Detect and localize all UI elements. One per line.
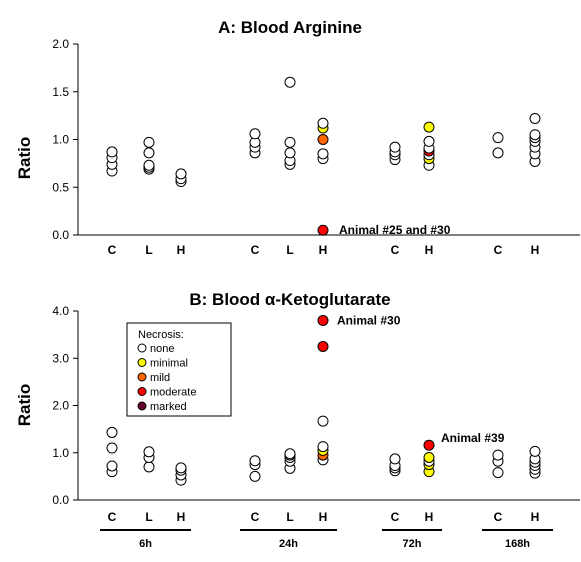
time-label: 168h bbox=[505, 538, 530, 550]
data-point bbox=[317, 441, 329, 453]
category-label: H bbox=[425, 243, 434, 257]
data-point bbox=[423, 439, 435, 451]
legend-item-label: moderate bbox=[150, 387, 196, 399]
legend-marker bbox=[137, 372, 147, 382]
panel-a-y-axis-label: Ratio bbox=[15, 137, 34, 180]
data-point bbox=[317, 340, 329, 352]
data-point bbox=[106, 146, 118, 158]
data-point bbox=[317, 415, 329, 427]
data-point bbox=[317, 148, 329, 160]
data-point bbox=[249, 128, 261, 140]
annotation: Animal #25 and #30 bbox=[339, 223, 451, 237]
category-label: L bbox=[286, 510, 293, 524]
category-label: C bbox=[251, 510, 260, 524]
data-point bbox=[492, 147, 504, 159]
annotation: Animal #30 bbox=[337, 313, 401, 327]
data-point bbox=[529, 129, 541, 141]
legend-title: Necrosis: bbox=[138, 329, 184, 341]
y-tick-label: 0.5 bbox=[52, 180, 69, 194]
data-point bbox=[284, 448, 296, 460]
data-point bbox=[317, 117, 329, 129]
data-point bbox=[284, 136, 296, 148]
category-label: H bbox=[177, 243, 186, 257]
category-label: H bbox=[177, 510, 186, 524]
category-label: C bbox=[494, 243, 503, 257]
category-label: L bbox=[145, 243, 152, 257]
panel-b: B: Blood α-Ketoglutarate Ratio 0.0 1.0 2.0… bbox=[15, 290, 580, 524]
panel-a: A: Blood Arginine Ratio 0.0 0.5 1.0 1.5 2.0 C… bbox=[15, 18, 580, 257]
legend-item-label: minimal bbox=[150, 358, 188, 370]
data-point bbox=[106, 426, 118, 438]
annotation: Animal #39 bbox=[441, 431, 505, 445]
y-tick-label: 1.0 bbox=[52, 133, 69, 147]
category-label: H bbox=[531, 510, 540, 524]
data-point bbox=[529, 112, 541, 124]
category-label: H bbox=[319, 243, 328, 257]
category-label: C bbox=[108, 510, 117, 524]
category-label: L bbox=[286, 243, 293, 257]
y-tick-label: 2.0 bbox=[52, 37, 69, 51]
data-point bbox=[175, 168, 187, 180]
legend: Necrosis: none minimal mild moderate marked bbox=[126, 322, 232, 417]
data-point bbox=[249, 470, 261, 482]
data-point bbox=[492, 467, 504, 479]
y-tick-label: 1.5 bbox=[52, 85, 69, 99]
legend-item-label: marked bbox=[150, 401, 187, 413]
data-point bbox=[143, 446, 155, 458]
y-tick-label: 3.0 bbox=[52, 351, 69, 365]
data-point bbox=[317, 134, 329, 145]
time-axis: 6h 24h 72h 168h bbox=[100, 529, 553, 550]
legend-marker bbox=[137, 387, 147, 396]
data-point bbox=[317, 314, 329, 326]
y-tick-label: 1.0 bbox=[52, 446, 69, 460]
category-label: C bbox=[251, 243, 260, 257]
data-point bbox=[143, 461, 155, 473]
time-label: 72h bbox=[403, 538, 422, 550]
category-label: L bbox=[145, 510, 152, 524]
legend-item-label: mild bbox=[150, 372, 170, 384]
legend-marker bbox=[137, 343, 147, 353]
legend-marker bbox=[137, 401, 147, 411]
panel-b-y-axis-label: Ratio bbox=[15, 384, 34, 427]
category-label: H bbox=[531, 243, 540, 257]
data-point bbox=[423, 135, 435, 147]
data-point bbox=[423, 451, 435, 463]
data-point bbox=[423, 121, 435, 133]
data-point bbox=[389, 141, 401, 153]
data-point bbox=[143, 136, 155, 148]
legend-item-label: none bbox=[150, 343, 174, 355]
data-point bbox=[389, 453, 401, 465]
y-tick-label: 0.0 bbox=[52, 228, 69, 242]
category-label: C bbox=[108, 243, 117, 257]
category-label: H bbox=[425, 510, 434, 524]
data-point bbox=[249, 455, 261, 467]
data-point bbox=[106, 442, 118, 454]
category-label: H bbox=[319, 510, 328, 524]
time-label: 24h bbox=[279, 538, 298, 550]
category-label: C bbox=[391, 243, 400, 257]
panel-b-title: B: Blood α-Ketoglutarate bbox=[189, 290, 390, 309]
data-point bbox=[529, 445, 541, 457]
y-tick-label: 2.0 bbox=[52, 399, 69, 413]
data-point bbox=[175, 462, 187, 474]
data-point bbox=[492, 132, 504, 144]
category-label: C bbox=[391, 510, 400, 524]
y-tick-label: 0.0 bbox=[52, 493, 69, 507]
data-point bbox=[284, 147, 296, 159]
data-point bbox=[143, 147, 155, 159]
data-point bbox=[284, 76, 296, 88]
category-label: C bbox=[494, 510, 503, 524]
data-point bbox=[106, 460, 118, 472]
data-point bbox=[143, 159, 155, 171]
legend-marker bbox=[137, 358, 147, 367]
data-point bbox=[317, 224, 329, 236]
data-point bbox=[492, 449, 504, 461]
panel-a-title: A: Blood Arginine bbox=[218, 18, 362, 37]
time-label: 6h bbox=[139, 538, 152, 550]
y-tick-label: 4.0 bbox=[52, 304, 69, 318]
legend-box bbox=[126, 322, 232, 417]
